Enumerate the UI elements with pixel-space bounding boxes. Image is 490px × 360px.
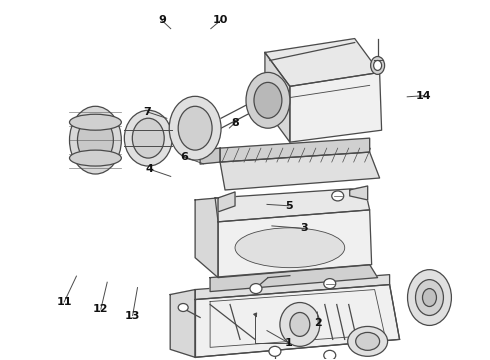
Ellipse shape xyxy=(408,270,451,325)
Ellipse shape xyxy=(178,106,212,150)
Ellipse shape xyxy=(70,150,122,166)
Text: 2: 2 xyxy=(315,319,322,328)
Ellipse shape xyxy=(269,346,281,356)
Polygon shape xyxy=(265,39,380,86)
Ellipse shape xyxy=(374,60,382,71)
Ellipse shape xyxy=(280,302,320,346)
Polygon shape xyxy=(215,188,369,222)
Polygon shape xyxy=(200,148,220,164)
Text: 13: 13 xyxy=(125,311,140,320)
Text: 4: 4 xyxy=(146,164,154,174)
Polygon shape xyxy=(220,152,380,190)
Ellipse shape xyxy=(332,191,343,201)
Text: 10: 10 xyxy=(213,15,228,26)
Polygon shape xyxy=(350,186,368,200)
Ellipse shape xyxy=(254,82,282,118)
Text: 6: 6 xyxy=(180,152,188,162)
Text: 12: 12 xyxy=(93,304,109,314)
Text: 7: 7 xyxy=(144,107,151,117)
Ellipse shape xyxy=(178,303,188,311)
Text: 14: 14 xyxy=(416,91,431,101)
Ellipse shape xyxy=(169,96,221,160)
Ellipse shape xyxy=(132,118,164,158)
Polygon shape xyxy=(170,289,195,357)
Ellipse shape xyxy=(246,72,290,128)
Ellipse shape xyxy=(70,114,122,130)
Ellipse shape xyxy=(324,279,336,289)
Ellipse shape xyxy=(70,106,122,174)
Polygon shape xyxy=(195,198,218,278)
Text: 9: 9 xyxy=(158,15,166,26)
Polygon shape xyxy=(195,285,399,357)
Ellipse shape xyxy=(422,289,437,306)
Ellipse shape xyxy=(124,110,172,166)
Text: 1: 1 xyxy=(285,338,293,348)
Polygon shape xyxy=(290,72,382,142)
Text: 3: 3 xyxy=(300,224,307,233)
Ellipse shape xyxy=(370,57,385,75)
Ellipse shape xyxy=(250,284,262,293)
Polygon shape xyxy=(218,210,371,278)
Ellipse shape xyxy=(356,332,380,350)
Text: 8: 8 xyxy=(231,118,239,128)
Polygon shape xyxy=(220,138,369,162)
Polygon shape xyxy=(210,265,378,292)
Ellipse shape xyxy=(324,350,336,360)
Ellipse shape xyxy=(77,116,113,164)
Text: 5: 5 xyxy=(285,201,293,211)
Polygon shape xyxy=(218,192,235,212)
Text: 11: 11 xyxy=(56,297,72,307)
Polygon shape xyxy=(265,53,290,142)
Polygon shape xyxy=(195,275,390,300)
Ellipse shape xyxy=(348,327,388,356)
Ellipse shape xyxy=(290,312,310,336)
Ellipse shape xyxy=(235,228,345,268)
Ellipse shape xyxy=(416,280,443,315)
